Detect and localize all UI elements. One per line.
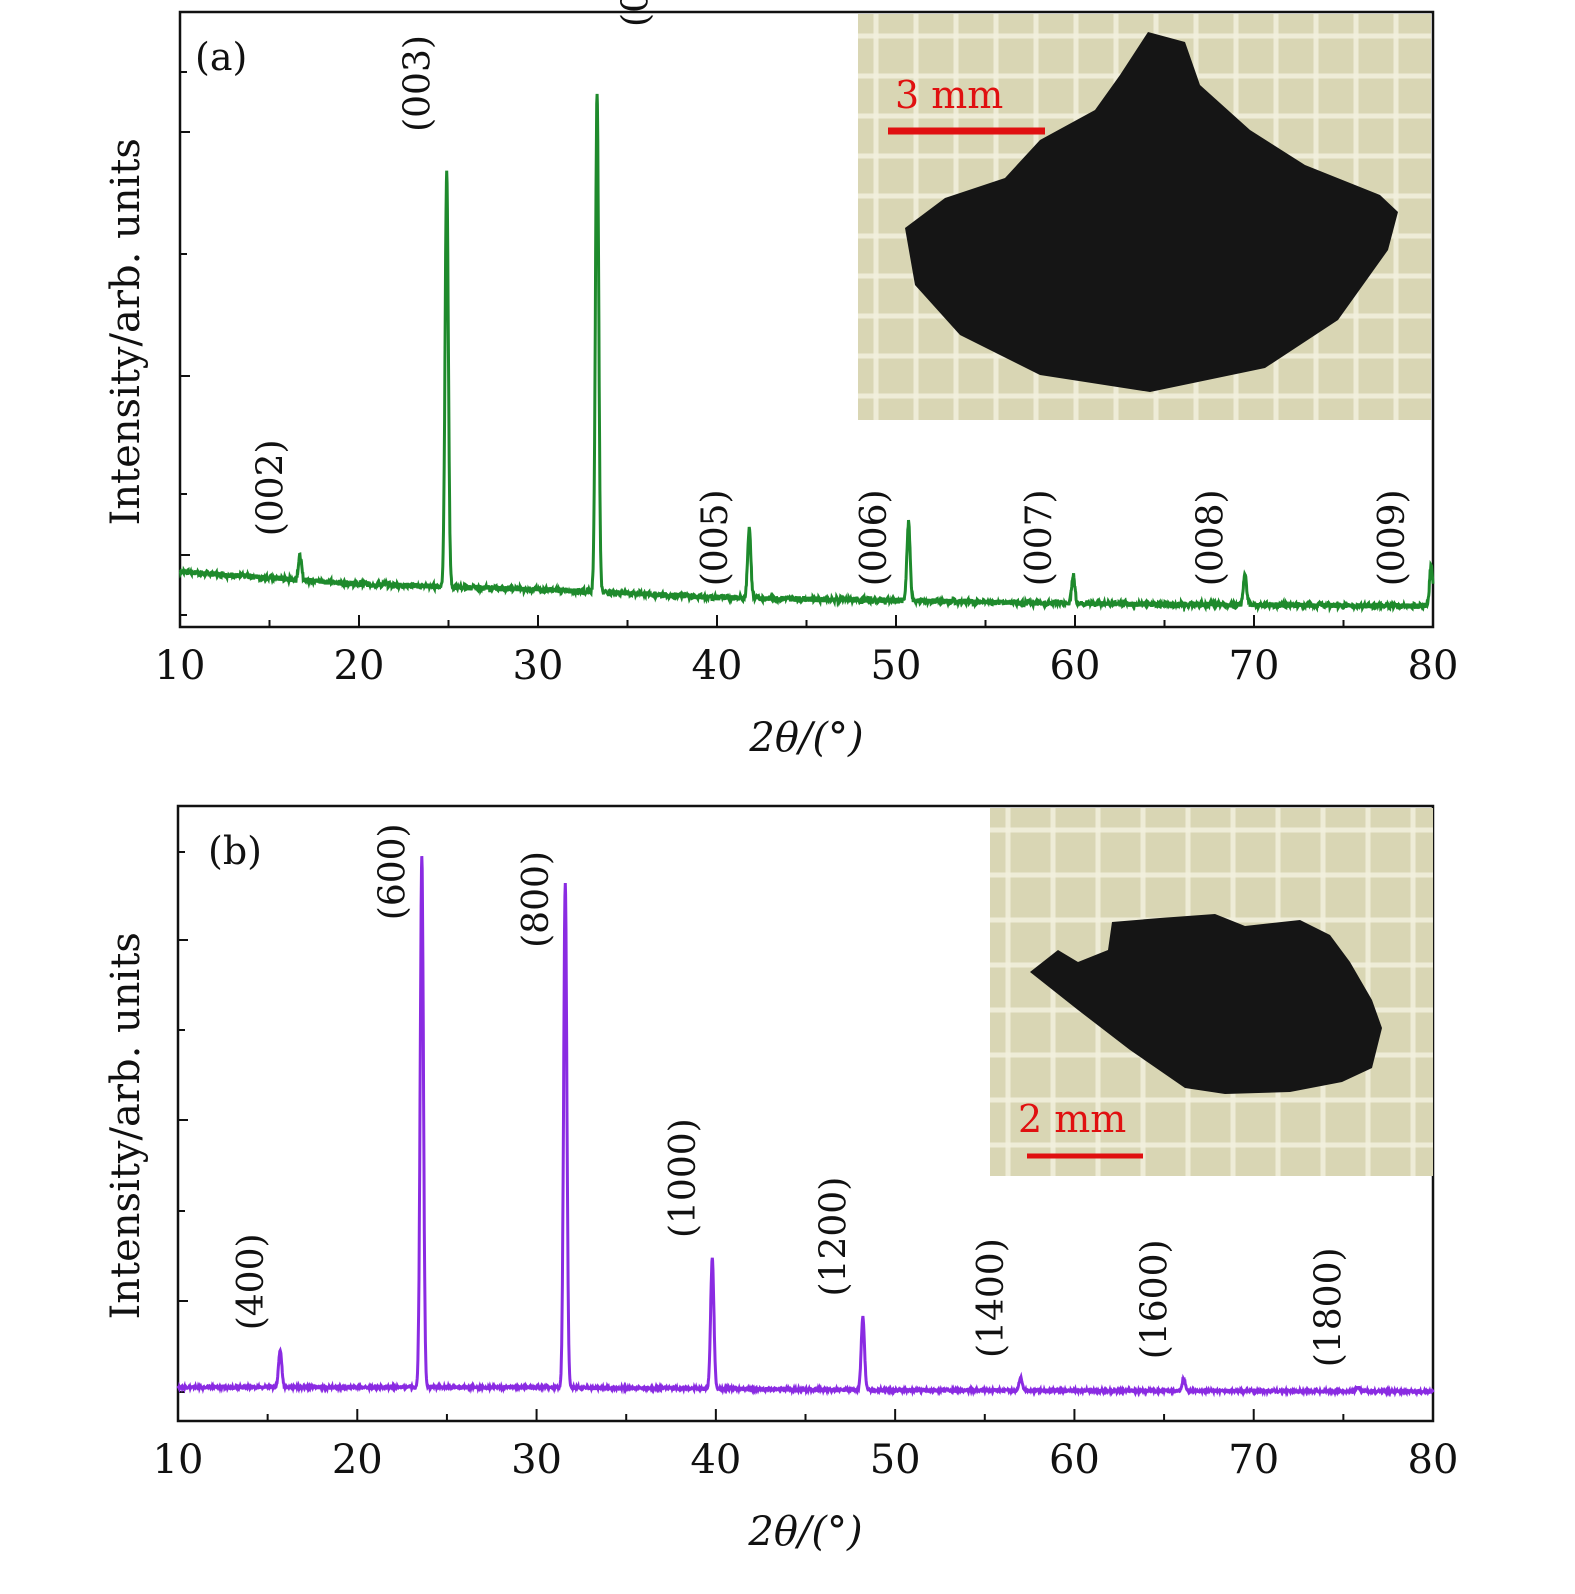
x-tick-label: 20 [332,1437,383,1483]
peak-label: (1200) [813,1177,854,1297]
panel-b-peak-labels: (400) (600) (800) (1000) (1200) (1400) (1600) (… [231,823,1350,1367]
panel-b-x-axis-title: 2θ/(°) [747,1509,862,1555]
panel-b-crystal-photo: 2 mm [990,808,1433,1176]
peak-label: (002) [251,439,292,536]
peak-label: (1000) [663,1118,704,1238]
x-tick-label: 70 [1229,643,1280,689]
x-tick-label: 10 [153,1437,204,1483]
peak-label: (009) [1372,489,1413,586]
panel-b-xrd-curve [176,856,1435,1398]
panel-b-ticks [177,851,1434,1421]
panel-b-y-axis-title: Intensity/arb. units [103,932,149,1319]
x-tick-label: 30 [511,1437,562,1483]
x-tick-label: 70 [1228,1437,1279,1483]
panel-a-peak-labels: (002) (003) (004) (005) (006) (007) (008) (009) [251,0,1413,586]
panel-a-y-axis-title: Intensity/arb. units [103,138,149,525]
x-tick-label: 30 [513,643,564,689]
panel-a-ticks [179,71,1434,627]
peak-label: (400) [231,1233,272,1330]
x-tick-label: 50 [871,643,922,689]
panel-a-x-tick-labels: 10 20 30 40 50 60 70 80 [155,643,1459,689]
x-tick-label: 40 [690,1437,741,1483]
panel-a-label: (a) [195,35,247,79]
x-tick-label: 20 [334,643,385,689]
peak-label: (005) [695,489,736,586]
peak-label: (008) [1191,489,1232,586]
peak-label: (007) [1019,489,1060,586]
crystal-a-shape [905,32,1398,392]
panel-a-xrd-curve [178,93,1435,614]
panel-b-x-tick-labels: 10 20 30 40 50 60 70 80 [153,1437,1459,1483]
panel-b: 10 20 30 40 50 60 70 80 (400) (600) (800) (1000) (1… [103,804,1459,1555]
x-tick-label: 10 [155,643,206,689]
x-tick-label: 40 [692,643,743,689]
x-tick-label: 80 [1408,643,1459,689]
crystal-b-shape [1030,914,1382,1094]
x-tick-label: 80 [1408,1437,1459,1483]
peak-label: (003) [397,35,438,132]
scale-bar-2mm-label: 2 mm [1018,1097,1126,1141]
peak-label: (1400) [971,1238,1012,1358]
peak-label: (004) [616,0,657,27]
peak-label: (006) [854,489,895,586]
peak-label: (600) [372,823,413,920]
panel-b-label: (b) [208,829,262,873]
panel-a-x-axis-title: 2θ/(°) [748,715,863,761]
peak-label: (1600) [1134,1239,1175,1359]
panel-a-crystal-photo: 3 mm [858,14,1431,420]
x-tick-label: 50 [870,1437,921,1483]
scale-bar-3mm-label: 3 mm [895,73,1003,117]
peak-label: (800) [516,851,557,948]
x-tick-label: 60 [1050,643,1101,689]
x-tick-label: 60 [1049,1437,1100,1483]
peak-label: (1800) [1308,1247,1349,1367]
